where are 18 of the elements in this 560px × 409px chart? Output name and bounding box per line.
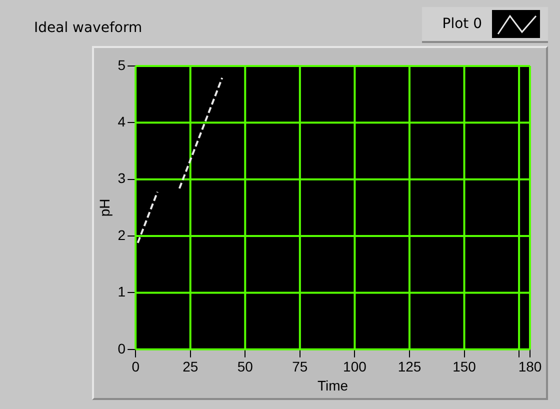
y-tick-label: 5 [118, 56, 126, 73]
x-tick-label: 75 [292, 358, 308, 375]
y-axis-title: pH [96, 198, 112, 217]
y-tick-label: 3 [118, 170, 126, 186]
x-tick-label: 25 [182, 358, 198, 375]
x-tick-label: 125 [398, 358, 422, 375]
y-tick-label: 0 [118, 340, 126, 356]
x-tick-label: 0 [132, 358, 140, 375]
x-tick-label: 150 [452, 358, 476, 375]
x-tick-label: 50 [237, 358, 254, 375]
x-tick-label: 180 [518, 358, 542, 375]
chart-title: Ideal waveform [34, 20, 142, 36]
y-tick-label: 2 [118, 226, 126, 243]
y-tick-label: 4 [118, 114, 126, 130]
legend-label: Plot 0 [442, 16, 482, 32]
x-axis-title: Time [317, 377, 348, 394]
x-tick-label: 100 [343, 358, 367, 375]
y-tick-label: 1 [118, 284, 126, 300]
